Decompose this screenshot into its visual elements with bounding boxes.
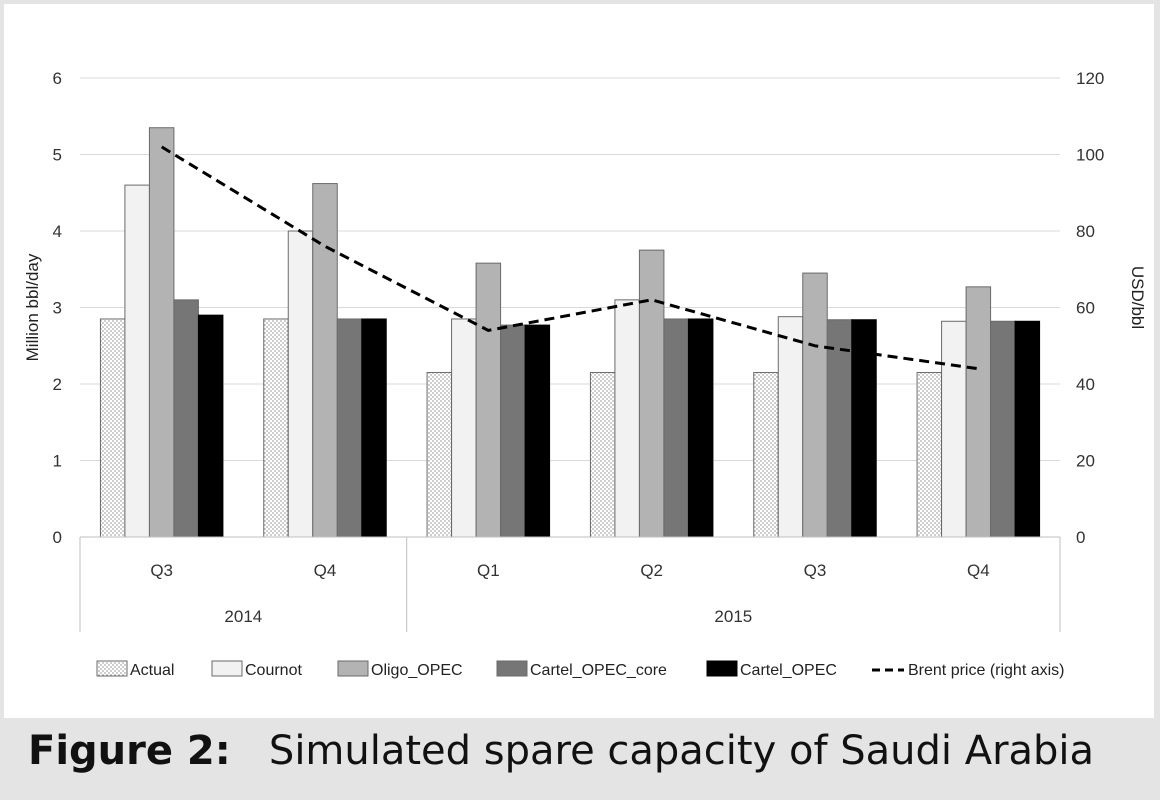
bar-oligo-opec: [312, 183, 338, 538]
bar-actual: [753, 372, 779, 538]
x-tick-label: Q3: [804, 561, 827, 580]
bar-cournot: [287, 230, 314, 538]
y2-axis-title: USD/bbl: [1128, 266, 1147, 329]
y-tick-label: 1: [53, 452, 62, 471]
y-tick-label: 2: [53, 375, 62, 394]
x-tick-label: Q1: [477, 561, 500, 580]
brent-price-line: [160, 145, 979, 371]
bar-cartel-opec-core: [990, 320, 1016, 538]
y-axis-title: Million bbl/day: [23, 253, 42, 361]
bar-oligo-opec: [475, 262, 502, 538]
legend-label: Brent price (right axis): [908, 662, 1065, 679]
bar-cournot: [451, 318, 477, 538]
y2-tick-label: 120: [1076, 69, 1104, 88]
legend-swatch: [96, 660, 128, 677]
bar-cartel-opec: [524, 324, 551, 538]
bar-cartel-opec: [361, 318, 387, 538]
legend-label: Cournot: [245, 662, 302, 679]
y2-tick-label: 80: [1076, 222, 1095, 241]
x-group-label: 2015: [714, 607, 752, 626]
bar-oligo-opec: [638, 249, 665, 538]
y2-tick-label: 20: [1076, 452, 1095, 471]
y-tick-label: 5: [53, 146, 62, 165]
x-group-label: 2014: [224, 607, 262, 626]
legend-swatch: [706, 660, 738, 677]
x-tick-label: Q4: [314, 561, 337, 580]
chart-panel: 0 1 2 3 4 5 6 0 20 40 60 80 100 120 Million bbl/day USD…: [4, 4, 1154, 718]
legend-swatch: [496, 660, 528, 677]
bar-oligo-opec: [965, 286, 992, 538]
bar-cartel-opec: [687, 318, 714, 538]
bar-cartel-opec: [1014, 320, 1041, 538]
legend-swatch: [211, 660, 243, 677]
bar-cartel-opec-core: [663, 318, 689, 538]
caption-text: Simulated spare capacity of Saudi Arabia: [268, 728, 1095, 774]
x-tick-label: Q3: [150, 561, 173, 580]
bar-cournot: [124, 184, 150, 538]
caption-label: Figure 2:: [28, 728, 231, 774]
y-tick-label: 6: [53, 69, 62, 88]
bar-cartel-opec-core: [336, 318, 363, 538]
y-tick-label: 0: [53, 528, 62, 547]
y2-tick-label: 40: [1076, 375, 1095, 394]
bar-cartel-opec: [197, 314, 224, 538]
x-tick-label: Q2: [640, 561, 663, 580]
bar-oligo-opec: [148, 127, 175, 538]
y-tick-label: 4: [53, 222, 62, 241]
bar-oligo-opec: [802, 272, 828, 538]
bar-cartel-opec-core: [500, 324, 526, 538]
bar-cartel-opec-core: [173, 299, 199, 538]
legend-label: Actual: [130, 662, 174, 679]
bar-actual: [99, 318, 126, 538]
legend-label: Cartel_OPEC: [740, 662, 837, 679]
bar-actual: [916, 372, 943, 538]
bar-cournot: [614, 299, 640, 538]
bar-cournot: [941, 320, 967, 538]
legend-swatch: [337, 660, 369, 677]
legend-label: Oligo_OPEC: [371, 662, 463, 679]
y2-tick-label: 60: [1076, 299, 1095, 318]
x-tick-label: Q4: [967, 561, 990, 580]
figure-caption: Figure 2: Simulated spare capacity of Sa…: [28, 728, 1094, 792]
bar-actual: [426, 372, 453, 538]
bar-actual: [263, 318, 289, 538]
y-tick-label: 3: [53, 299, 62, 318]
bar-cartel-opec-core: [826, 319, 853, 538]
bar-actual: [589, 372, 616, 538]
y2-tick-label: 100: [1076, 146, 1104, 165]
legend-label: Cartel_OPEC_core: [530, 662, 667, 679]
y2-tick-label: 0: [1076, 528, 1085, 547]
bar-cournot: [777, 316, 804, 538]
